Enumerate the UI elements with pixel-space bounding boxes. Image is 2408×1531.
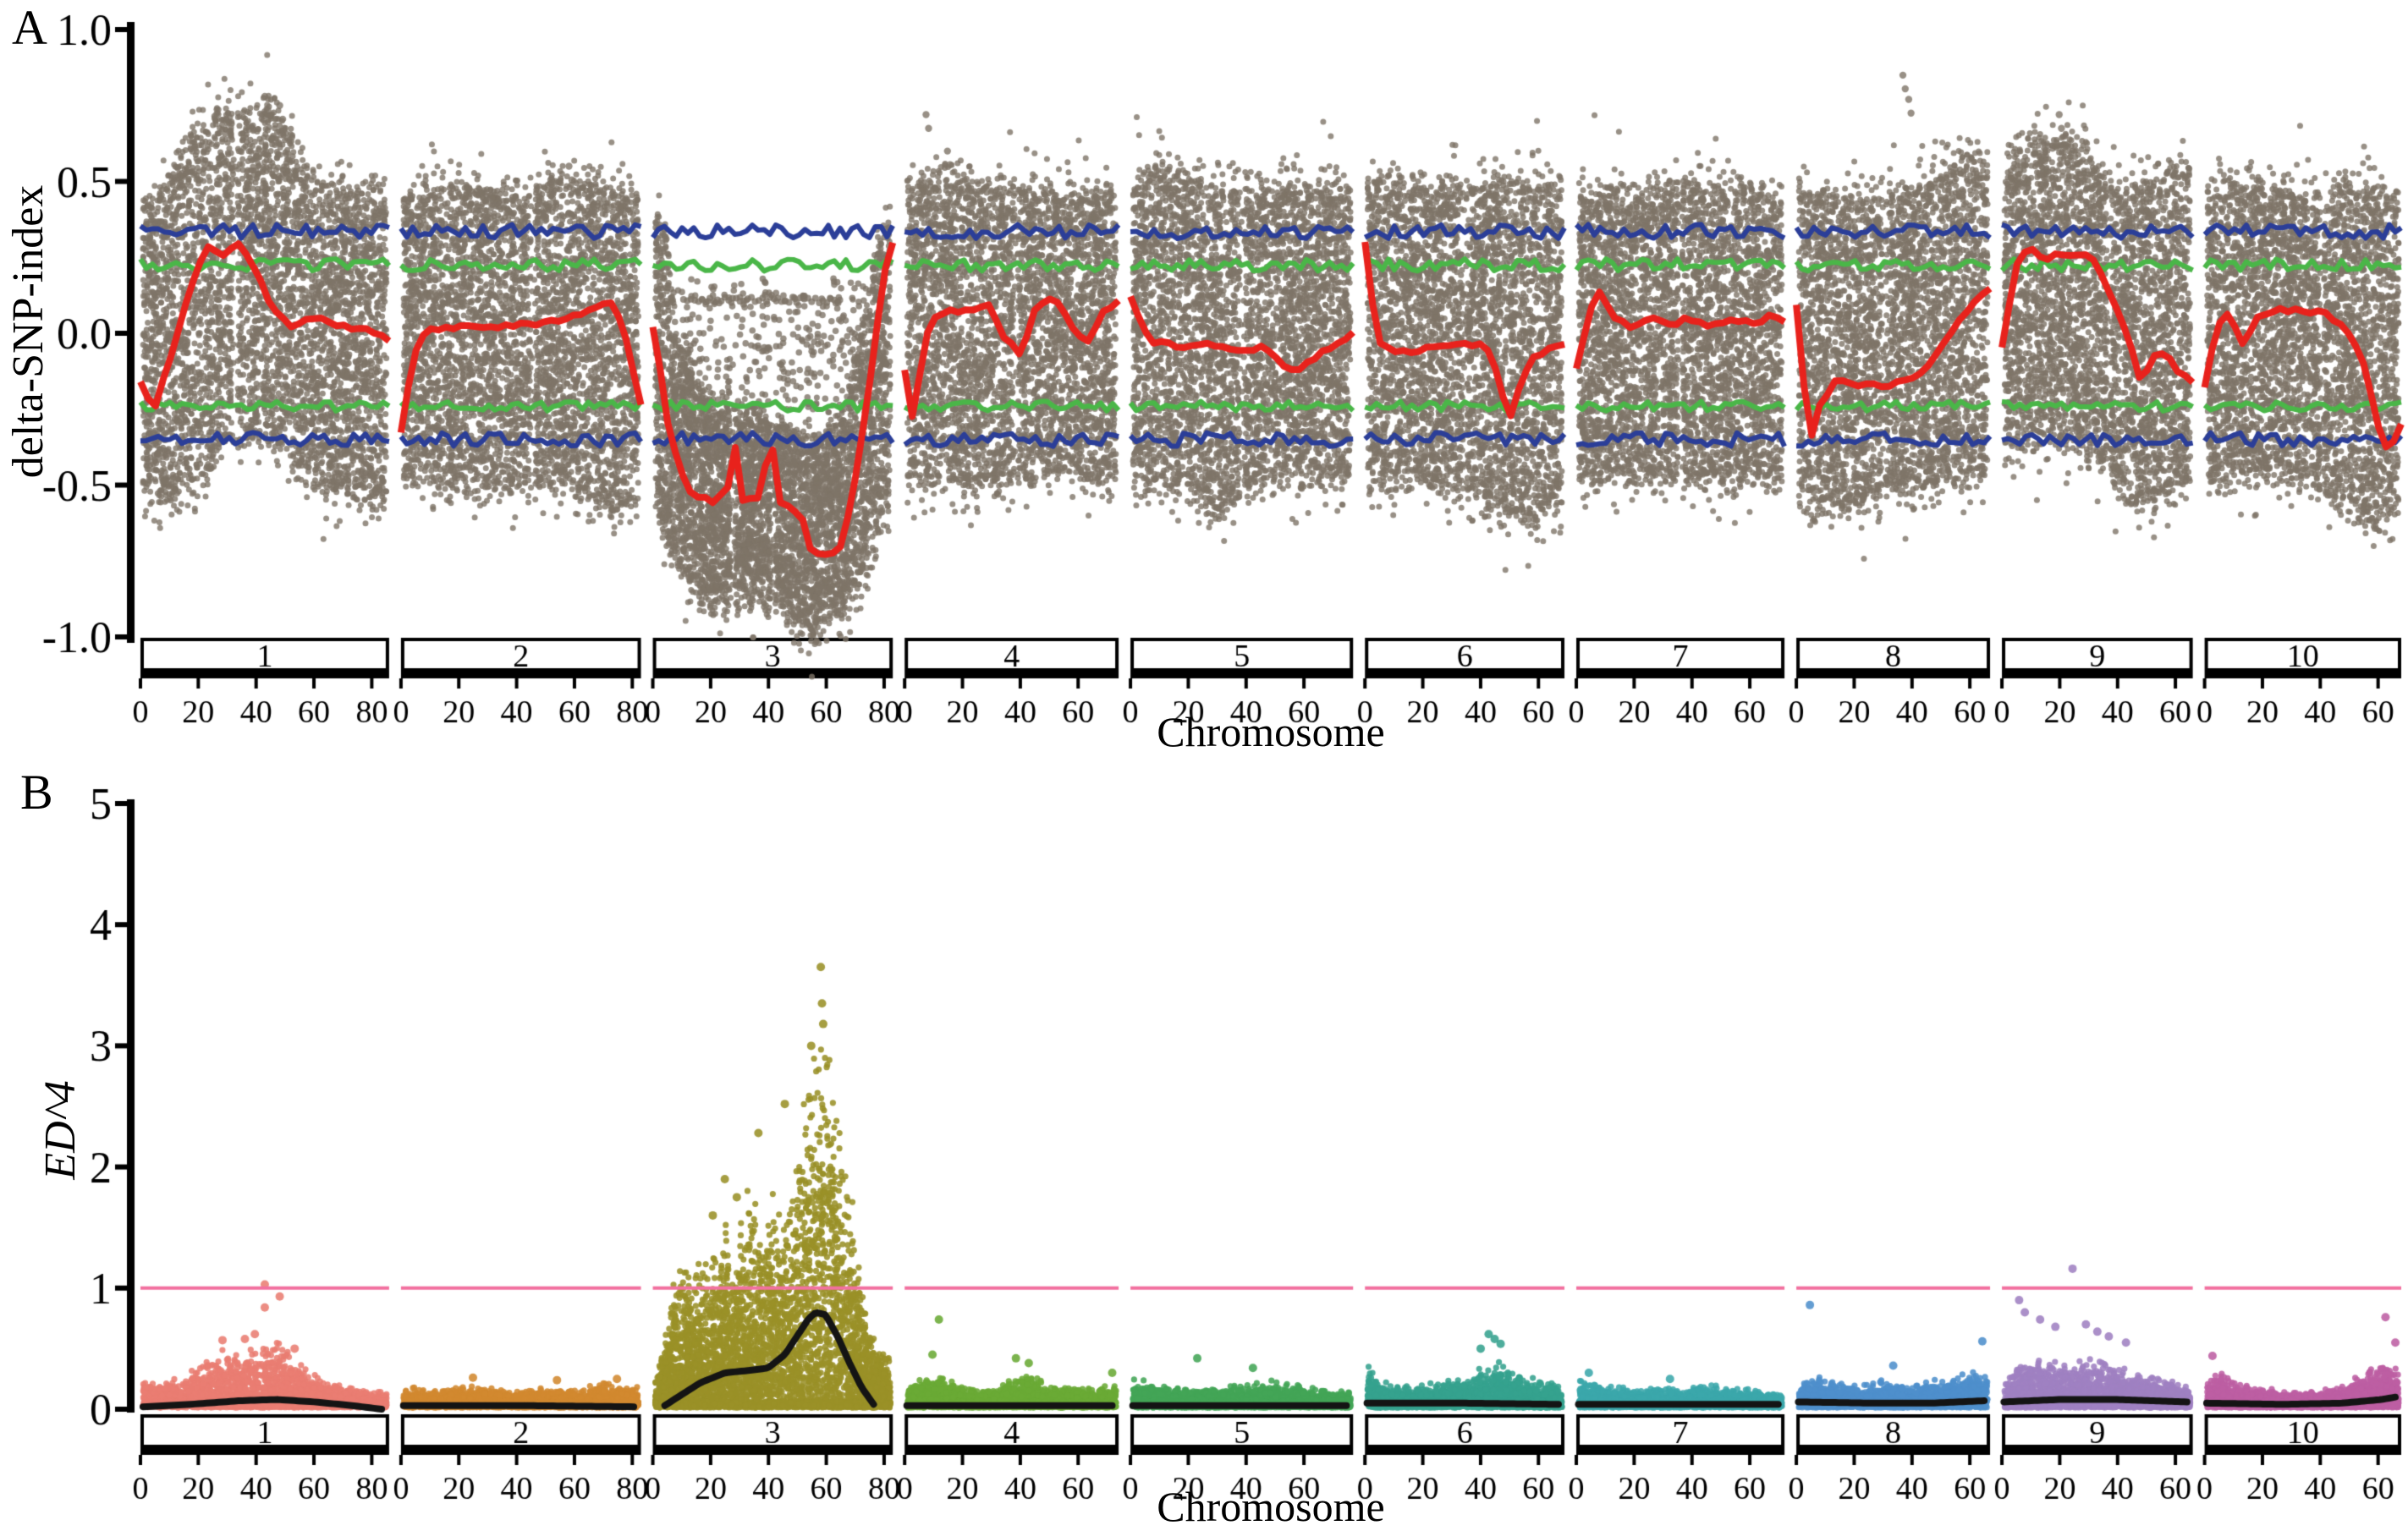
- panel-a-label: A: [12, 0, 47, 55]
- panel-a-x-axis-title: Chromosome: [1157, 708, 1385, 755]
- panel-a-plot-canvas: [0, 0, 2408, 766]
- panel-b-plot-canvas: [0, 766, 2408, 1531]
- panel-b-label: B: [20, 765, 53, 820]
- panel-b-y-axis-label: ED^4: [36, 1080, 85, 1180]
- panel-a-y-axis-label: delta-SNP-index: [4, 184, 52, 479]
- panel-b-x-axis-title: Chromosome: [1157, 1483, 1385, 1530]
